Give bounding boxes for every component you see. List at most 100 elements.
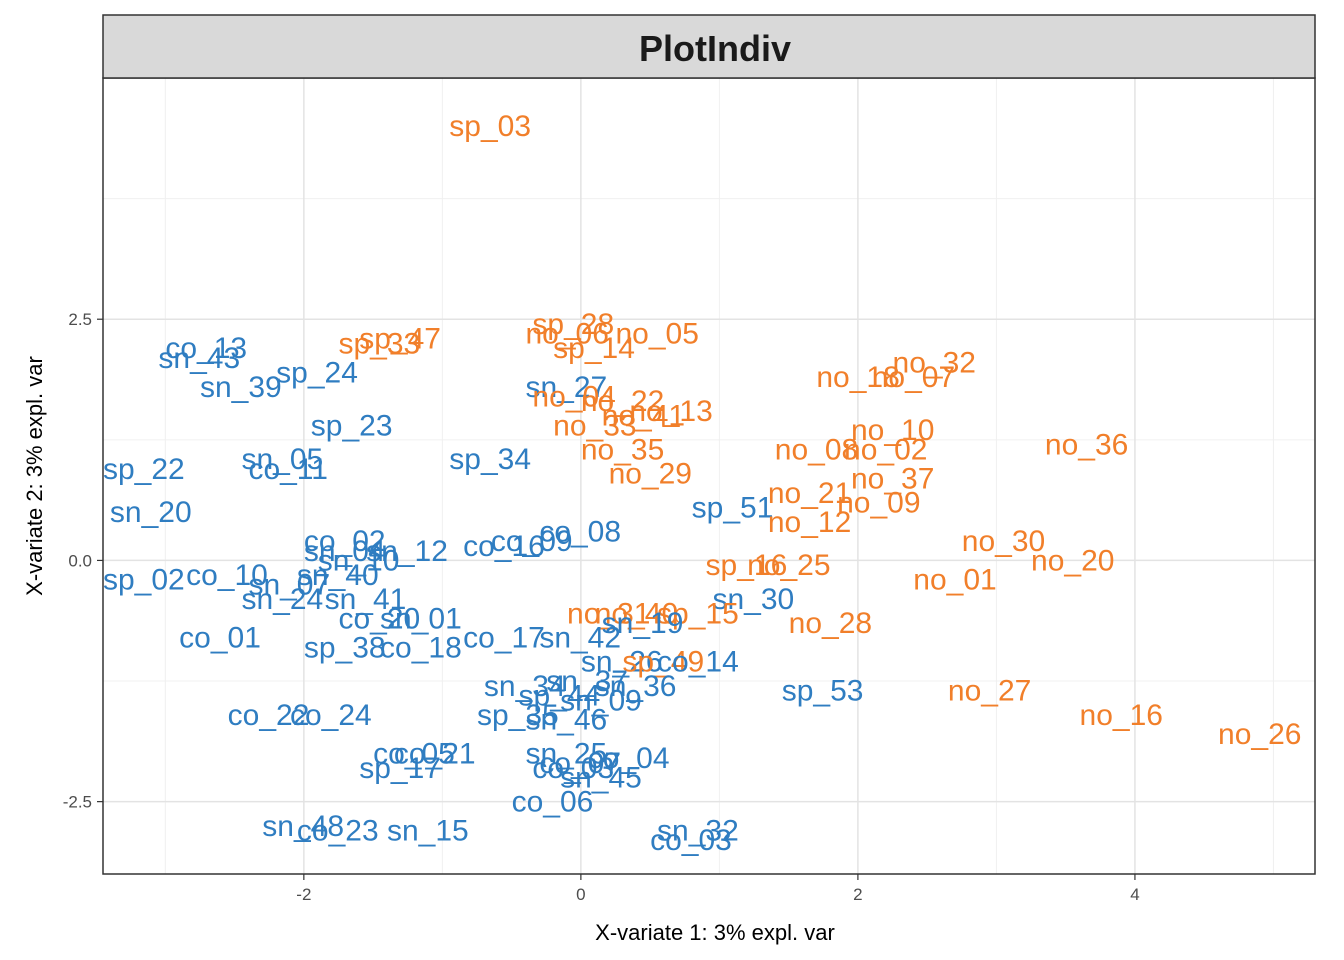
point-label-sn-09: sn_09 — [560, 684, 642, 717]
point-label-sp-16: sp_16 — [706, 549, 788, 582]
point-label-sn-04: sn_04 — [304, 535, 386, 568]
point-label-sp-38: sp_38 — [304, 631, 386, 664]
point-label-co-10: co_10 — [186, 559, 268, 592]
point-label-sn-12: sn_12 — [366, 535, 448, 568]
point-label-sn-05: sn_05 — [242, 443, 324, 476]
point-label-no-30: no_30 — [962, 525, 1045, 558]
point-label-sp-15: sp_15 — [657, 597, 739, 630]
point-label-sp-51: sp_51 — [692, 491, 774, 524]
point-label-sn-40: sn_40 — [297, 559, 379, 592]
point-label-no-41: no_41 — [602, 400, 685, 433]
point-label-sp-24: sp_24 — [276, 356, 358, 389]
point-label-co-06: co_06 — [512, 786, 594, 819]
x-tick-label: 4 — [1130, 885, 1139, 904]
point-label-no-37: no_37 — [851, 462, 934, 495]
point-label-co-14: co_14 — [657, 646, 739, 679]
point-label-no-28: no_28 — [789, 607, 872, 640]
grid — [103, 78, 1315, 874]
point-label-sn-34: sn_34 — [484, 670, 566, 703]
point-label-no-32: no_32 — [893, 347, 976, 380]
point-label-sp-49: sp_49 — [622, 646, 704, 679]
x-axis: -2 0 2 4 — [296, 874, 1140, 904]
point-label-co-03: co_03 — [532, 752, 614, 785]
point-label-co-17: co_17 — [463, 622, 545, 655]
point-label-sp-44: sp_44 — [519, 680, 601, 713]
point-label-co-07: co_07 — [539, 747, 621, 780]
point-label-no-27: no_27 — [948, 675, 1031, 708]
point-label-co-13: co_13 — [165, 332, 247, 365]
point-label-sp-53: sp_53 — [782, 675, 864, 708]
point-label-sn-30: sn_30 — [712, 583, 794, 616]
point-label-no-04: no_04 — [532, 380, 615, 413]
point-label-no-20: no_20 — [1031, 544, 1114, 577]
point-label-sn-39: sn_39 — [200, 371, 282, 404]
point-label-sn-26: sn_26 — [581, 646, 663, 679]
point-label-no-16: no_16 — [1080, 699, 1163, 732]
point-label-co-18: co_18 — [380, 631, 462, 664]
point-label-no-12: no_12 — [768, 506, 851, 539]
y-tick-label: 2.5 — [68, 310, 92, 329]
point-label-sn-32: sn_32 — [657, 815, 739, 848]
point-label-co-20: co_20 — [338, 602, 420, 635]
point-label-sp-33: sp_33 — [338, 327, 420, 360]
point-label-sn-43: sn_43 — [158, 342, 240, 375]
point-label-sp-17: sp_17 — [359, 752, 441, 785]
point-label-no-21: no_21 — [768, 477, 851, 510]
point-label-co-22: co_22 — [228, 699, 310, 732]
point-label-no-22: no_22 — [581, 385, 664, 418]
point-label-co-01: co_01 — [179, 622, 261, 655]
point-label-sn-20: sn_20 — [110, 496, 192, 529]
point-label-sp-02: sp_02 — [103, 564, 185, 597]
point-label-sp-28: sp_28 — [532, 308, 614, 341]
point-label-sp-22: sp_22 — [103, 453, 185, 486]
point-label-sn-01: sn_01 — [380, 602, 462, 635]
point-label-co-08: co_08 — [539, 515, 621, 548]
panel-background — [103, 78, 1315, 874]
x-tick-label: 0 — [576, 885, 585, 904]
point-label-co-23: co_23 — [297, 815, 379, 848]
x-tick-label: 2 — [853, 885, 862, 904]
point-label-no-29: no_29 — [609, 458, 692, 491]
point-label-sn-36: sn_36 — [595, 670, 677, 703]
y-tick-label: 0.0 — [68, 551, 92, 570]
point-label-no-07: no_07 — [872, 361, 955, 394]
point-label-sn-27: sn_27 — [525, 371, 607, 404]
point-label-co-09: co_09 — [491, 525, 573, 558]
point-label-no-36: no_36 — [1045, 429, 1128, 462]
point-label-sn-37: sn_37 — [546, 665, 628, 698]
point-label-co-16: co_16 — [463, 530, 545, 563]
point-label-co-04: co_04 — [588, 742, 670, 775]
point-label-sp-03: sp_03 — [449, 110, 531, 143]
point-label-sn-24: sn_24 — [242, 583, 324, 616]
y-tick-label: -2.5 — [63, 793, 92, 812]
point-label-sn-42: sn_42 — [539, 622, 621, 655]
point-label-sp-35: sp_35 — [477, 699, 559, 732]
point-label-sn-41: sn_41 — [325, 583, 407, 616]
point-label-no-01: no_01 — [913, 564, 996, 597]
point-label-no-08: no_08 — [775, 433, 858, 466]
point-label-co-24: co_24 — [290, 699, 372, 732]
point-label-no-26: no_26 — [1218, 718, 1301, 751]
point-label-co-02: co_02 — [304, 525, 386, 558]
point-label-sn-48: sn_48 — [262, 810, 344, 843]
y-axis-title: X-variate 2: 3% expl. var — [22, 356, 47, 596]
point-label-no-09: no_09 — [837, 487, 920, 520]
point-label-sn-19: sn_19 — [602, 607, 684, 640]
point-label-sn-46: sn_46 — [525, 704, 607, 737]
point-label-no-05: no_05 — [616, 318, 699, 351]
point-label-co-03: co_03 — [650, 824, 732, 857]
point-label-no-33: no_33 — [553, 409, 636, 442]
point-label-no-31: no_31 — [567, 597, 650, 630]
point-label-sp-34: sp_34 — [449, 443, 531, 476]
point-label-sn-25: sn_25 — [525, 737, 607, 770]
point-label-no-13: no_13 — [629, 395, 712, 428]
point-label-sp-47: sp_47 — [359, 323, 441, 356]
point-label-no-10: no_10 — [851, 414, 934, 447]
point-label-co-11: co_11 — [248, 453, 328, 486]
point-label-no-06: no_06 — [525, 318, 608, 351]
point-label-sn-10: sn_10 — [318, 544, 400, 577]
chart-title: PlotIndiv — [639, 28, 791, 69]
point-label-sp-23: sp_23 — [311, 409, 393, 442]
point-label-no-25: no_25 — [747, 549, 830, 582]
